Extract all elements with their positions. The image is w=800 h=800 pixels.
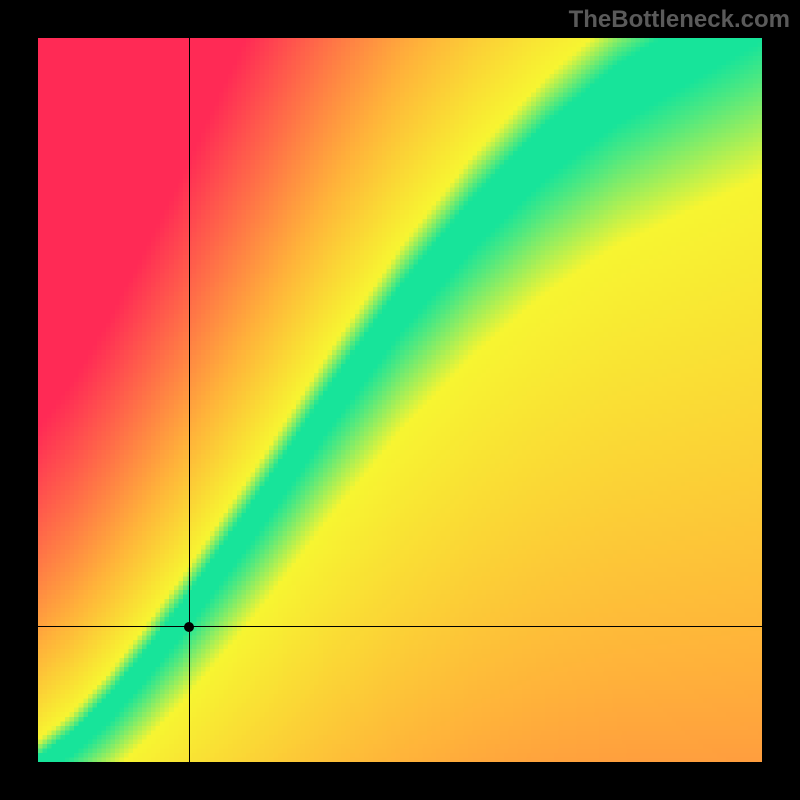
heatmap-plot: [38, 38, 762, 762]
heatmap-canvas: [38, 38, 762, 762]
watermark-text: TheBottleneck.com: [569, 6, 790, 34]
